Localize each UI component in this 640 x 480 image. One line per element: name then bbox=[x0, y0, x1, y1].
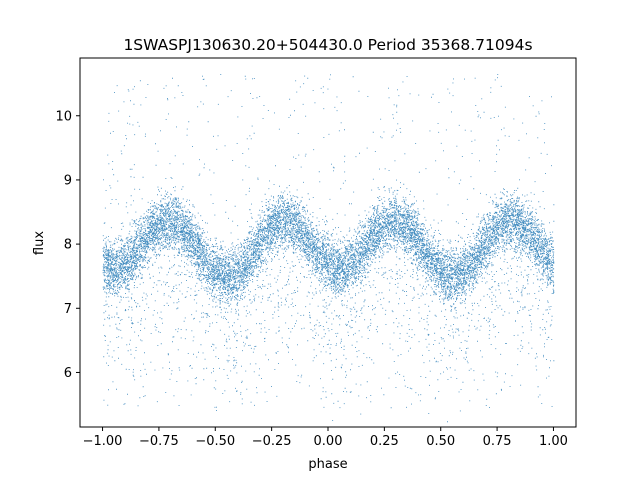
x-tick-label: 0.50 bbox=[426, 434, 455, 449]
y-axis-ticks: 6 7 8 9 10 bbox=[55, 109, 80, 381]
x-axis-ticks: −1.00 −0.75 −0.50 −0.25 0.00 0.25 0.50 0.75 1.00 bbox=[83, 427, 568, 449]
x-tick-label: −0.75 bbox=[139, 434, 179, 449]
x-tick-label: 1.00 bbox=[539, 434, 568, 449]
y-tick-label: 10 bbox=[55, 109, 72, 124]
y-tick-label: 7 bbox=[64, 302, 72, 317]
x-tick-label: 0.75 bbox=[483, 434, 512, 449]
y-tick-label: 9 bbox=[64, 173, 72, 188]
x-tick-label: −1.00 bbox=[83, 434, 123, 449]
y-tick-label: 6 bbox=[64, 366, 72, 381]
x-tick-label: 0.25 bbox=[370, 434, 399, 449]
x-axis-label: phase bbox=[308, 457, 347, 472]
x-tick-label: −0.25 bbox=[252, 434, 292, 449]
x-tick-label: 0.00 bbox=[314, 434, 343, 449]
y-tick-label: 8 bbox=[64, 238, 72, 253]
y-axis-label: flux bbox=[32, 231, 47, 255]
chart-title: 1SWASPJ130630.20+504430.0 Period 35368.7… bbox=[123, 36, 532, 54]
x-tick-label: −0.50 bbox=[195, 434, 235, 449]
